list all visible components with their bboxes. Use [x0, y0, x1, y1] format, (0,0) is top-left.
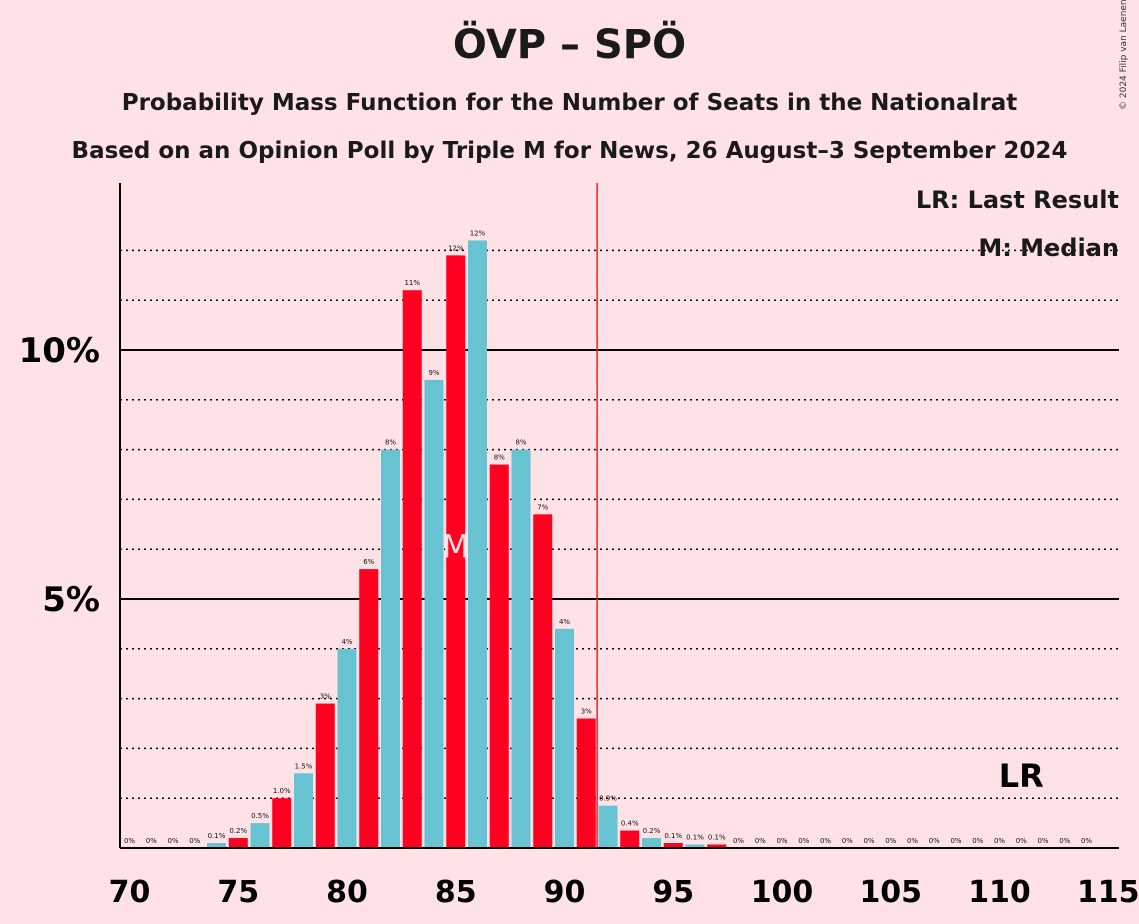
x-tick-label: 70 [109, 875, 151, 910]
chart-source: Based on an Opinion Poll by Triple M for… [71, 138, 1068, 164]
bar [511, 449, 531, 848]
bar-value-label: 0% [972, 837, 983, 845]
bar-value-label: 0% [755, 837, 766, 845]
bar [555, 628, 574, 848]
bar-value-label: 0% [950, 837, 961, 845]
y-tick-label: 5% [42, 580, 100, 620]
bar-value-label: 0.9% [599, 795, 617, 803]
bar [446, 255, 466, 848]
bar-value-label: 0% [189, 837, 200, 845]
x-tick-label: 80 [326, 875, 368, 910]
bar [207, 843, 226, 848]
median-marker: M [442, 528, 470, 566]
bar [402, 290, 422, 848]
bar-value-label: 0% [885, 837, 896, 845]
bar-value-label: 1.5% [295, 762, 313, 770]
last-result-marker: LR [999, 757, 1044, 795]
legend-last-result: LR: Last Result [915, 186, 1119, 214]
bar-value-label: 0% [863, 837, 874, 845]
bar-value-label: 9% [428, 369, 439, 377]
bar [250, 823, 270, 848]
bar-value-label: 0% [776, 837, 787, 845]
x-tick-label: 95 [652, 875, 694, 910]
bar-value-label: 12% [470, 229, 486, 237]
chart-title: ÖVP – SPÖ [452, 22, 687, 68]
bar [424, 379, 444, 848]
bar [685, 844, 705, 848]
bar-value-label: 4% [341, 638, 352, 646]
bar [468, 240, 487, 848]
bar-value-label: 0% [798, 837, 809, 845]
bar-value-label: 0.1% [708, 834, 726, 842]
x-tick-label: 100 [751, 875, 814, 910]
bar-value-label: 3% [581, 708, 592, 716]
bar [707, 844, 727, 848]
bar [337, 648, 357, 848]
bar-value-label: 0% [907, 837, 918, 845]
bar-value-label: 3% [320, 693, 331, 701]
bar-value-label: 0.2% [229, 827, 247, 835]
x-tick-label: 85 [435, 875, 477, 910]
bar-value-label: 8% [494, 454, 505, 462]
bar [381, 449, 400, 848]
legend-median: M: Median [978, 234, 1119, 262]
bar-value-label: 4% [559, 618, 570, 626]
bar [228, 838, 248, 848]
bar-value-label: 0% [1037, 837, 1048, 845]
x-tick-label: 105 [859, 875, 922, 910]
bar [642, 838, 661, 848]
bar-value-label: 0.1% [664, 832, 682, 840]
bar [598, 805, 618, 848]
bar-value-label: 0.1% [686, 834, 704, 842]
x-tick-label: 115 [1077, 875, 1139, 910]
bar [294, 773, 313, 848]
x-tick-label: 75 [217, 875, 259, 910]
bar-value-label: 0% [733, 837, 744, 845]
bar-value-label: 0% [994, 837, 1005, 845]
bar [272, 798, 292, 848]
chart-subtitle: Probability Mass Function for the Number… [121, 90, 1018, 116]
bar-value-label: 0% [146, 837, 157, 845]
bar-value-label: 11% [404, 279, 420, 287]
bar-value-label: 0% [820, 837, 831, 845]
bar-value-label: 0.1% [208, 832, 226, 840]
bar-value-label: 0% [929, 837, 940, 845]
bar [533, 514, 553, 848]
bar-value-label: 0.4% [621, 820, 639, 828]
bar-value-label: 7% [537, 503, 548, 511]
x-tick-label: 90 [544, 875, 586, 910]
bar-value-label: 0% [842, 837, 853, 845]
bar [576, 718, 596, 848]
bar-value-label: 0.2% [643, 827, 661, 835]
bar [315, 703, 335, 848]
bar-value-label: 1.0% [273, 787, 291, 795]
bar-value-label: 0% [1016, 837, 1027, 845]
bar-value-label: 0% [1081, 837, 1092, 845]
bar-value-label: 0% [124, 837, 135, 845]
bar-value-label: 0.5% [251, 812, 269, 820]
bar-value-label: 6% [363, 558, 374, 566]
bar [620, 830, 640, 848]
bar [489, 464, 509, 848]
bar-value-label: 8% [515, 439, 526, 447]
x-tick-label: 110 [968, 875, 1031, 910]
bar-value-label: 0% [167, 837, 178, 845]
bar-value-label: 12% [448, 244, 464, 252]
y-tick-label: 10% [19, 331, 100, 371]
bar [663, 843, 683, 848]
bar-value-label: 0% [1059, 837, 1070, 845]
bar [359, 569, 379, 848]
bar-value-label: 8% [385, 439, 396, 447]
